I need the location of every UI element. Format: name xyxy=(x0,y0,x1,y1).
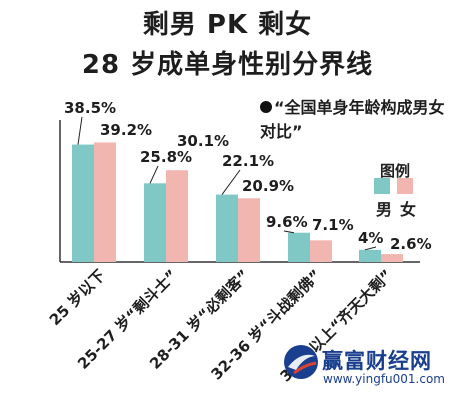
bar-female-2 xyxy=(238,198,260,262)
legend-title: 图例 xyxy=(380,162,411,180)
bar-female-1 xyxy=(166,170,188,262)
data-label-female-1: 30.1% xyxy=(177,132,229,150)
data-label-male-3: 9.6% xyxy=(266,213,308,231)
data-label-female-3: 7.1% xyxy=(312,216,354,234)
watermark-url: www.yingfu001.com xyxy=(323,372,445,386)
bullet-icon xyxy=(260,100,272,113)
leader-line-male-4 xyxy=(364,246,377,251)
data-label-male-1: 25.8% xyxy=(140,148,192,166)
bar-male-3 xyxy=(288,232,310,262)
bar-male-2 xyxy=(216,194,238,262)
data-label-female-4: 2.6% xyxy=(390,235,432,253)
leader-line-male-1 xyxy=(149,165,159,184)
legend-male-swatch xyxy=(374,178,390,194)
leader-line-male-2 xyxy=(221,169,241,195)
bar-male-0 xyxy=(72,144,94,262)
data-label-male-0: 38.5% xyxy=(64,99,116,117)
data-label-female-0: 39.2% xyxy=(100,121,152,139)
watermark-logo-icon xyxy=(284,345,318,379)
data-label-male-2: 22.1% xyxy=(222,152,274,170)
bar-male-1 xyxy=(144,183,166,262)
source-note: “全国单身年龄构成男女对比” xyxy=(260,96,450,144)
bar-male-4 xyxy=(359,249,381,262)
watermark-name: 赢富财经网 xyxy=(322,349,432,373)
bar-female-3 xyxy=(310,240,332,262)
leader-line-male-3 xyxy=(283,230,295,234)
bar-female-0 xyxy=(94,142,116,262)
chart-title: 剩男 PK 剩女 xyxy=(142,10,313,40)
legend-female-swatch xyxy=(397,178,413,194)
legend-male-label: 男 xyxy=(376,200,393,219)
bar-female-4 xyxy=(381,254,403,262)
legend-female-label: 女 xyxy=(400,200,417,219)
source-note-text: “全国单身年龄构成男女对比” xyxy=(260,98,445,141)
data-label-male-4: 4% xyxy=(358,229,383,247)
leader-line-male-0 xyxy=(77,116,83,145)
x-tick-label-0: 25 岁以下 xyxy=(46,266,109,329)
chart-subtitle: 28 岁成单身性别分界线 xyxy=(81,50,374,80)
data-label-female-2: 20.9% xyxy=(242,177,294,195)
